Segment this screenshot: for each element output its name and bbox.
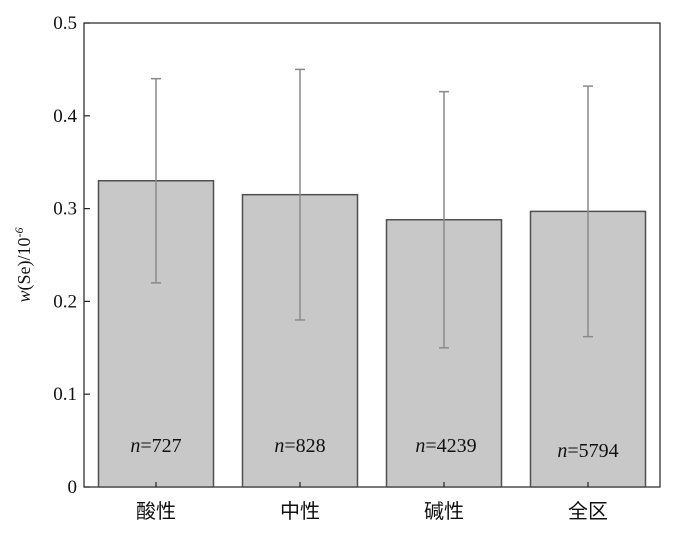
sample-size-symbol: n bbox=[415, 435, 425, 457]
sample-size-value: =828 bbox=[284, 435, 325, 457]
y-axis-title-exponent: -6 bbox=[12, 227, 26, 237]
y-tick-label: 0.5 bbox=[53, 13, 77, 34]
plot-frame bbox=[83, 22, 661, 488]
y-tick-label: 0.1 bbox=[53, 384, 77, 405]
y-tick-label: 0.2 bbox=[53, 291, 77, 312]
plot-area: 00.10.20.30.40.5酸性n=727中性n=828碱性n=4239全区… bbox=[53, 13, 661, 523]
y-tick-label: 0.4 bbox=[53, 106, 77, 127]
x-tick-label: 全区 bbox=[568, 499, 608, 523]
x-tick-label: 酸性 bbox=[136, 499, 176, 523]
x-tick-label: 中性 bbox=[280, 499, 320, 523]
x-tick-label: 碱性 bbox=[424, 499, 464, 523]
sample-size-label: n=4239 bbox=[415, 435, 476, 457]
sample-size-label: n=828 bbox=[274, 435, 325, 457]
sample-size-value: =727 bbox=[140, 435, 181, 457]
sample-size-label: n=5794 bbox=[557, 440, 618, 462]
y-axis-title-text: (Se)/10 bbox=[14, 237, 35, 290]
sample-size-label: n=727 bbox=[130, 435, 181, 457]
sample-size-value: =5794 bbox=[567, 440, 618, 462]
y-tick-label: 0.3 bbox=[53, 199, 77, 220]
y-axis-label: w(Se)/10-6 bbox=[12, 227, 35, 302]
sample-size-value: =4239 bbox=[425, 435, 476, 457]
sample-size-symbol: n bbox=[557, 440, 567, 462]
y-tick-label: 0 bbox=[68, 477, 78, 498]
sample-size-symbol: n bbox=[130, 435, 140, 457]
sample-size-symbol: n bbox=[274, 435, 284, 457]
y-axis-title: w(Se)/10-6 bbox=[12, 227, 35, 302]
y-axis-title-variable: w bbox=[14, 290, 34, 302]
